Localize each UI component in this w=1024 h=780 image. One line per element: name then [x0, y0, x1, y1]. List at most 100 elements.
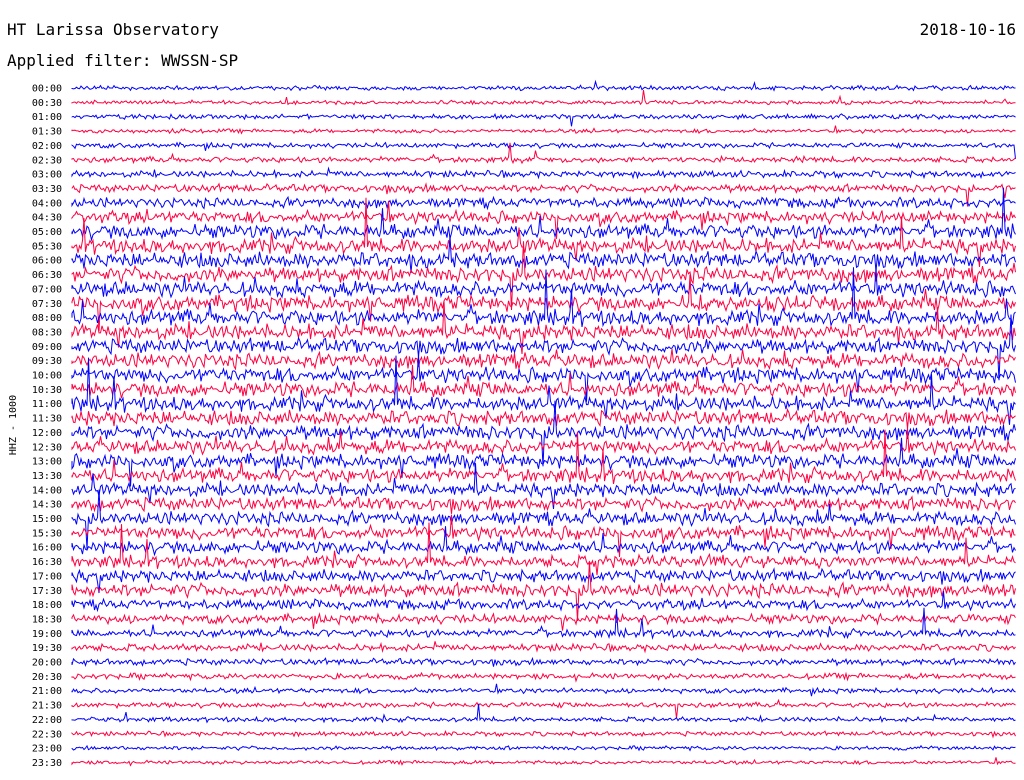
- row-label: 21:00: [32, 686, 62, 697]
- trace-line: [71, 314, 1016, 381]
- trace-line: [71, 301, 1016, 355]
- trace-line: [71, 656, 1016, 667]
- trace-line: [71, 235, 1016, 274]
- trace-line: [71, 744, 1016, 752]
- trace-line: [71, 612, 1016, 631]
- trace-line: [71, 348, 1016, 371]
- trace-line: [71, 495, 1016, 514]
- row-label: 06:30: [32, 270, 62, 281]
- row-label: 04:30: [32, 213, 62, 224]
- row-label: 22:30: [32, 729, 62, 740]
- trace-line: [71, 195, 1016, 211]
- row-label: 14:30: [32, 500, 62, 511]
- row-label: 03:30: [32, 184, 62, 195]
- trace-group: [71, 79, 1016, 767]
- trace-line: [71, 166, 1016, 180]
- trace-line: [71, 703, 1016, 724]
- trace-line: [71, 489, 1016, 550]
- trace-line: [71, 590, 1016, 613]
- trace-line: [71, 641, 1016, 654]
- trace-line: [71, 607, 1016, 640]
- trace-line: [71, 79, 1016, 92]
- trace-line: [71, 463, 1016, 509]
- row-label: 11:30: [32, 414, 62, 425]
- trace-line: [71, 757, 1016, 767]
- date-label: 2018-10-16: [919, 20, 1016, 39]
- row-label: 03:00: [32, 170, 62, 181]
- trace-line: [71, 429, 1016, 485]
- trace-line: [71, 267, 1016, 299]
- row-label: 02:30: [32, 155, 62, 166]
- trace-line: [71, 522, 1016, 576]
- row-label: 16:30: [32, 557, 62, 568]
- trace-line: [71, 354, 1016, 402]
- row-label: 00:30: [32, 98, 62, 109]
- row-label: 14:00: [32, 485, 62, 496]
- row-label: 19:00: [32, 629, 62, 640]
- row-label: 17:00: [32, 571, 62, 582]
- row-label: 05:30: [32, 241, 62, 252]
- trace-line: [71, 514, 1016, 558]
- row-label: 07:30: [32, 299, 62, 310]
- row-label: 18:30: [32, 614, 62, 625]
- row-label: 09:00: [32, 342, 62, 353]
- row-label: 04:00: [32, 198, 62, 209]
- trace-line: [71, 125, 1016, 135]
- row-label: 20:30: [32, 672, 62, 683]
- trace-line: [71, 90, 1016, 106]
- trace-line: [71, 274, 1016, 332]
- row-label: 18:00: [32, 600, 62, 611]
- trace-line: [71, 567, 1016, 594]
- row-label: 23:00: [32, 744, 62, 755]
- trace-line: [71, 427, 1016, 457]
- trace-line: [71, 561, 1016, 622]
- trace-line: [71, 698, 1016, 719]
- row-label-group: 00:00 00:30 01:00 01:30 02:00 02:30 03:00 03:30…: [32, 84, 62, 769]
- trace-line: [71, 142, 1016, 165]
- row-label: 20:00: [32, 658, 62, 669]
- row-label: 13:30: [32, 471, 62, 482]
- row-label: 22:00: [32, 715, 62, 726]
- trace-line: [71, 197, 1016, 267]
- row-label: 13:00: [32, 457, 62, 468]
- filter-label: Applied filter: WWSSN-SP: [7, 51, 239, 70]
- trace-line: [71, 112, 1016, 127]
- trace-line: [71, 200, 1016, 239]
- row-label: 23:30: [32, 758, 62, 769]
- row-label: 12:00: [32, 428, 62, 439]
- row-label: 08:00: [32, 313, 62, 324]
- y-axis-label: HHZ - 1000: [8, 395, 19, 455]
- row-label: 09:30: [32, 356, 62, 367]
- trace-line: [71, 526, 1016, 557]
- trace-line: [71, 187, 1016, 242]
- row-label: 12:30: [32, 442, 62, 453]
- row-label: 07:00: [32, 284, 62, 295]
- station-title: HT Larissa Observatory: [7, 20, 219, 39]
- row-label: 01:00: [32, 112, 62, 123]
- trace-line: [71, 400, 1016, 467]
- row-label: 00:00: [32, 84, 62, 95]
- trace-line: [71, 683, 1016, 697]
- trace-line: [71, 730, 1016, 739]
- row-label: 11:00: [32, 399, 62, 410]
- row-label: 21:30: [32, 701, 62, 712]
- trace-line: [71, 355, 1016, 425]
- row-label: 10:30: [32, 385, 62, 396]
- row-label: 10:00: [32, 371, 62, 382]
- row-label: 06:00: [32, 256, 62, 267]
- row-label: 05:00: [32, 227, 62, 238]
- row-label: 16:00: [32, 543, 62, 554]
- row-label: 08:30: [32, 327, 62, 338]
- trace-line: [71, 141, 1016, 159]
- row-label: 15:30: [32, 528, 62, 539]
- trace-line: [71, 671, 1016, 683]
- row-label: 17:30: [32, 586, 62, 597]
- row-label: 15:00: [32, 514, 62, 525]
- trace-line: [71, 408, 1016, 429]
- trace-line: [71, 267, 1016, 328]
- row-label: 19:30: [32, 643, 62, 654]
- row-label: 02:00: [32, 141, 62, 152]
- trace-line: [71, 437, 1016, 487]
- trace-line: [71, 241, 1016, 311]
